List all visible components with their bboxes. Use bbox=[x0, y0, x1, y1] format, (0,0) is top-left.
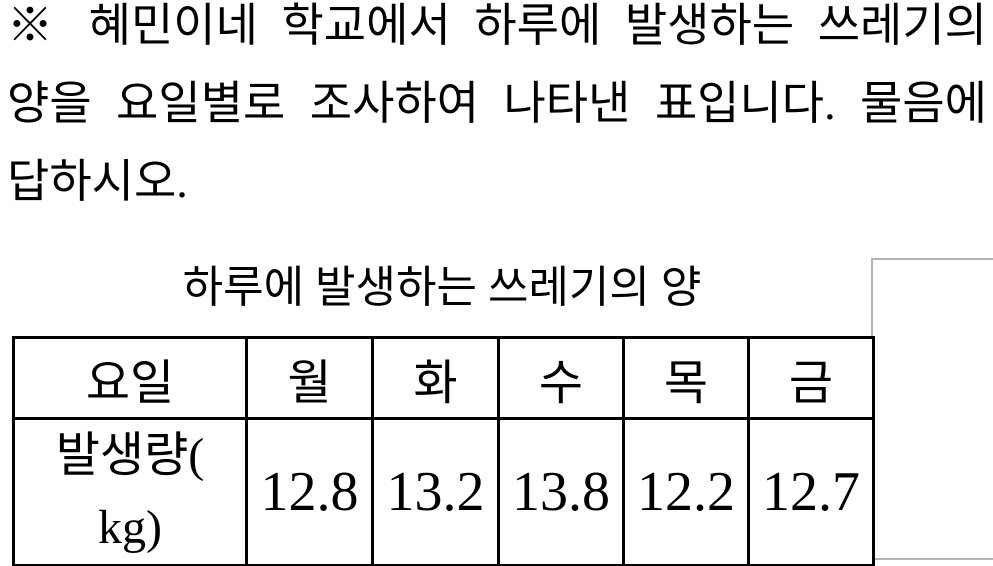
value-cell-mon: 12.8 bbox=[245, 417, 374, 566]
table-header-row: 요일 월 화 수 목 금 bbox=[12, 336, 875, 420]
daily-waste-table: 요일 월 화 수 목 금 발생량( kg) 12.8 13.2 13.8 12.… bbox=[12, 336, 875, 566]
value-cell-fri: 12.7 bbox=[747, 417, 875, 566]
problem-statement: ※ 혜민이네 학교에서 하루에 발생하는 쓰레기의 양을 요일별로 조사하여 나… bbox=[7, 0, 987, 221]
header-cell-fri: 금 bbox=[747, 336, 875, 420]
header-cell-thu: 목 bbox=[622, 336, 750, 420]
value-cell-tue: 13.2 bbox=[371, 417, 500, 566]
problem-statement-line-1: ※ 혜민이네 학교에서 하루에 발생하는 쓰레기의 bbox=[7, 0, 987, 51]
value-cell-thu: 12.2 bbox=[622, 417, 750, 566]
row-label-line-2: kg) bbox=[98, 501, 162, 554]
header-cell-day-label: 요일 bbox=[12, 336, 248, 420]
header-cell-tue: 화 bbox=[371, 336, 500, 420]
table-title: 하루에 발생하는 쓰레기의 양 bbox=[182, 263, 702, 312]
problem-statement-line-3: 답하시오. bbox=[7, 156, 188, 207]
table-data-row: 발생량( kg) 12.8 13.2 13.8 12.2 12.7 bbox=[12, 417, 875, 566]
row-label-cell: 발생량( kg) bbox=[12, 417, 248, 566]
adjacent-box-frame bbox=[871, 258, 993, 560]
header-cell-wed: 수 bbox=[497, 336, 625, 420]
problem-statement-line-2: 양을 요일별로 조사하여 나타낸 표입니다. 물음에 bbox=[7, 78, 987, 129]
header-cell-mon: 월 bbox=[245, 336, 374, 420]
value-cell-wed: 13.8 bbox=[497, 417, 625, 566]
row-label-line-1: 발생량( bbox=[55, 429, 205, 482]
